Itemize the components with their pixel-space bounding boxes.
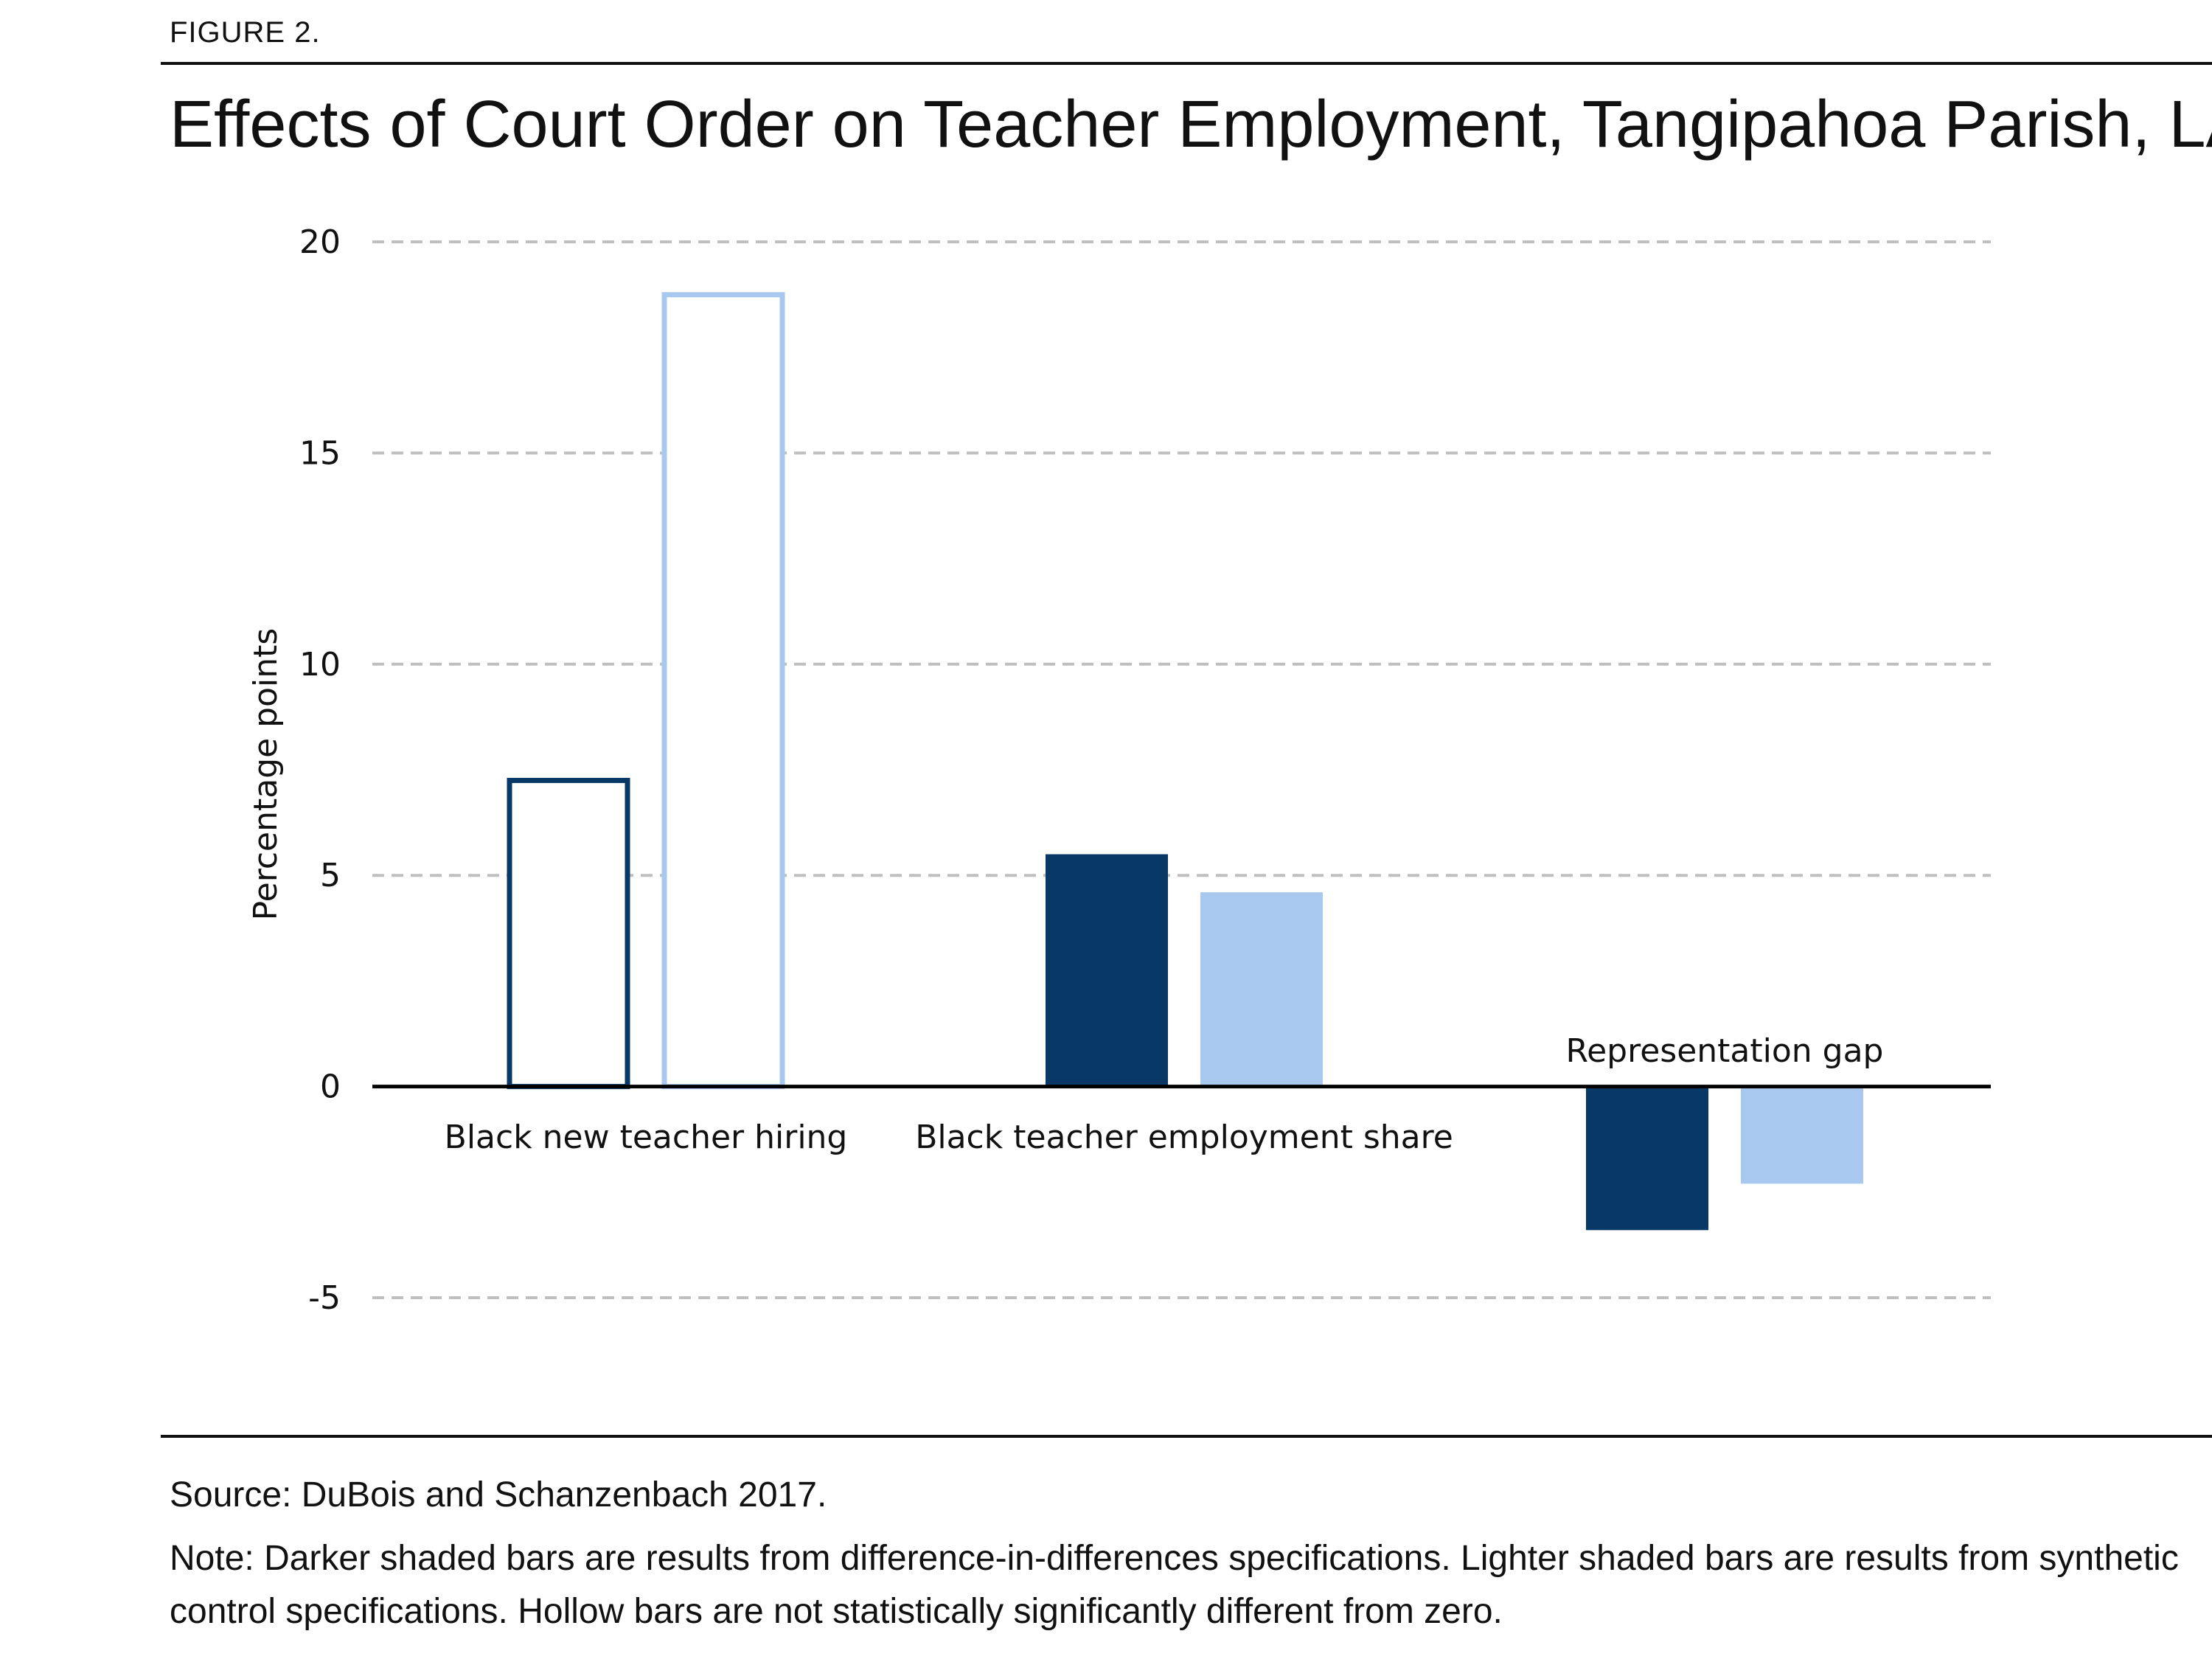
category-label: Representation gap [1566,1032,1884,1070]
y-tick-label: -5 [308,1279,341,1317]
category-label: Black teacher employment share [915,1119,1453,1156]
y-tick-label: 20 [299,223,341,261]
figure-label: FIGURE 2. [170,16,321,49]
gridlines [372,240,1991,1299]
y-tick-label: 5 [320,857,341,894]
bar [1046,854,1168,1087]
chart-title: Effects of Court Order on Teacher Employ… [170,88,2212,161]
note-text: Note: Darker shaded bars are results fro… [170,1539,2179,1631]
category-label: Black new teacher hiring [445,1119,848,1156]
bar [1586,1086,1708,1231]
bar [1741,1086,1863,1184]
y-tick-label: 10 [299,646,341,684]
source-text: Source: DuBois and Schanzenbach 2017. [170,1475,827,1514]
bar [661,292,785,1090]
top-rule [161,62,2212,65]
bars [507,292,1863,1231]
y-tick-label: 15 [299,434,341,472]
bar [507,777,630,1090]
bar [1200,892,1323,1087]
category-labels: Black new teacher hiring Black teacher em… [445,1032,1884,1156]
bottom-rule [161,1435,2212,1438]
y-axis-ticks: 20 15 10 5 0 -5 [299,223,341,1317]
y-axis-label: Percentage points [247,628,285,921]
y-tick-label: 0 [320,1068,341,1106]
